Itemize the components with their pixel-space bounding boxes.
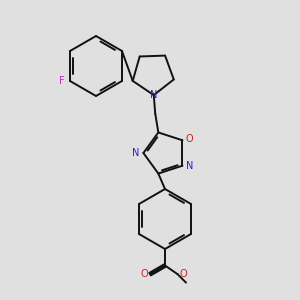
Text: N: N	[132, 148, 140, 158]
Text: N: N	[150, 90, 158, 100]
Text: O: O	[180, 268, 188, 279]
Text: N: N	[186, 161, 194, 171]
Text: O: O	[185, 134, 193, 144]
Text: O: O	[140, 269, 148, 279]
Text: F: F	[59, 76, 64, 86]
